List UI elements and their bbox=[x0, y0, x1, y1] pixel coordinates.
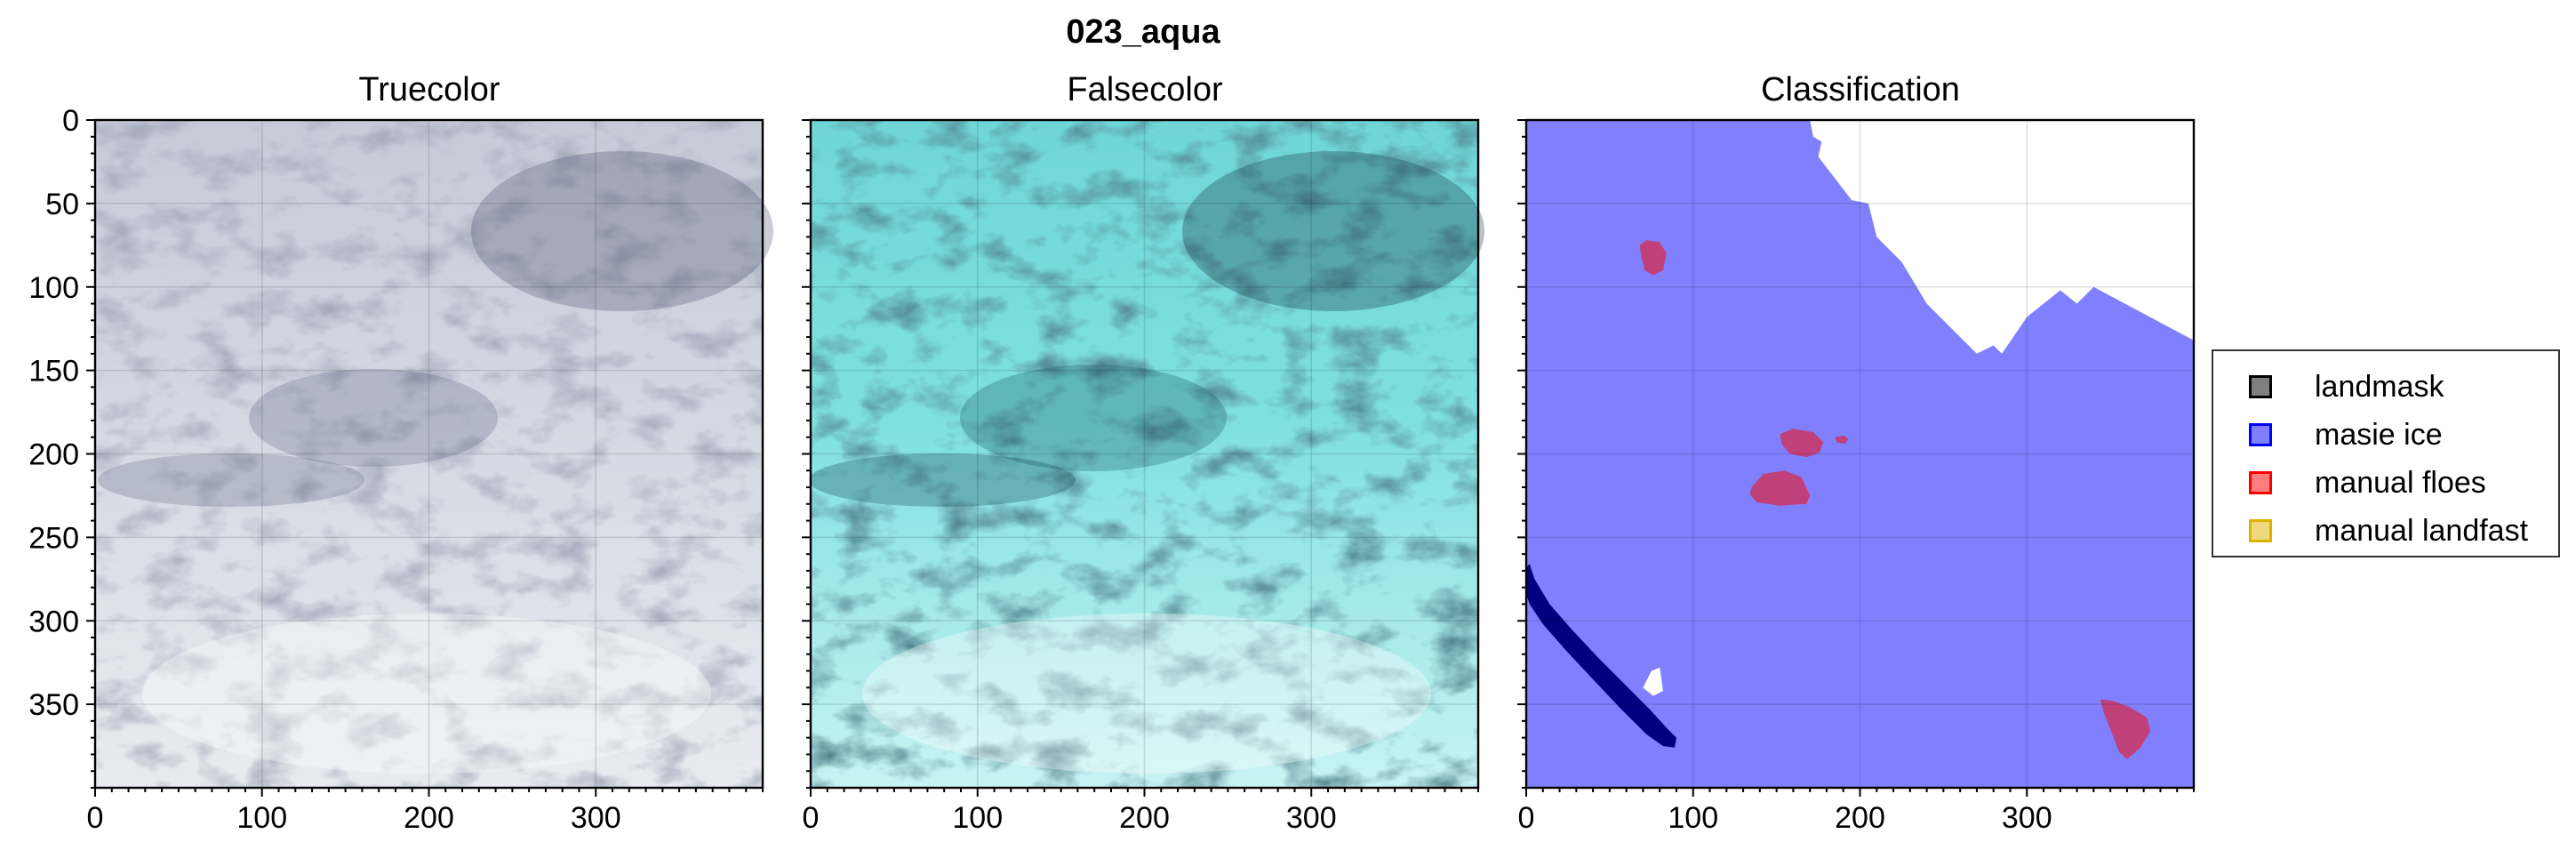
y-tick-label: 300 bbox=[28, 605, 79, 638]
y-tick-label: 0 bbox=[62, 104, 79, 138]
frame-classification bbox=[1524, 118, 2196, 790]
legend-swatch-manual-landfast bbox=[2249, 519, 2272, 542]
x-tick-label: 200 bbox=[1835, 801, 1885, 835]
region-manual-floe bbox=[1749, 470, 1811, 506]
y-tick-label: 250 bbox=[28, 521, 79, 555]
truecolor-image bbox=[95, 120, 773, 788]
y-tick-label: 100 bbox=[28, 271, 79, 305]
region-manual-floe bbox=[1639, 240, 1667, 276]
panel-title-classification: Classification bbox=[1761, 71, 1960, 108]
panel-falsecolor: Falsecolor 0 100 200 300 bbox=[802, 71, 1484, 835]
x-tick-label: 300 bbox=[571, 801, 621, 835]
y-tick-label: 50 bbox=[45, 188, 79, 221]
x-tick-label: 300 bbox=[2002, 801, 2052, 835]
grid-classification bbox=[1525, 119, 2194, 788]
legend-label-manual-landfast: manual landfast bbox=[2315, 513, 2529, 548]
legend-swatch-manual-floes bbox=[2249, 471, 2272, 494]
falsecolor-image bbox=[809, 120, 1484, 788]
panel-title-truecolor: Truecolor bbox=[358, 71, 500, 108]
x-tick-label: 100 bbox=[952, 801, 1003, 835]
x-tick-label: 200 bbox=[404, 801, 454, 835]
legend-item-manual-landfast: manual landfast bbox=[2249, 513, 2528, 549]
legend-label-manual-floes: manual floes bbox=[2315, 465, 2486, 500]
classification-regions bbox=[1526, 120, 2194, 788]
legend: landmask masie ice manual floes manual l… bbox=[2212, 349, 2560, 557]
x-tick-label: 0 bbox=[803, 801, 820, 835]
figure-suptitle: 023_aqua bbox=[1066, 13, 1220, 51]
x-tick-label: 0 bbox=[1518, 801, 1535, 835]
axis-truecolor: 0 100 200 300 0 50 100 150 200 250 300 350 bbox=[28, 104, 764, 835]
region-masie-ice bbox=[1526, 120, 2194, 788]
axis-classification: 0 100 200 300 bbox=[1517, 119, 2195, 835]
legend-label-masie-ice: masie ice bbox=[2315, 417, 2443, 452]
y-tick-label: 350 bbox=[28, 688, 79, 722]
axis-falsecolor: 0 100 200 300 bbox=[802, 119, 1479, 835]
x-tick-label: 100 bbox=[1668, 801, 1718, 835]
legend-swatch-masie-ice bbox=[2249, 423, 2272, 446]
panel-truecolor: Truecolor 0 100 200 300 0 50 100 150 200 250 300 35… bbox=[28, 71, 773, 835]
x-tick-label: 100 bbox=[236, 801, 287, 835]
x-tick-label: 200 bbox=[1119, 801, 1170, 835]
legend-item-landmask: landmask bbox=[2249, 369, 2444, 405]
region-manual-floe bbox=[1780, 429, 1824, 458]
x-tick-label: 300 bbox=[1286, 801, 1337, 835]
panel-title-falsecolor: Falsecolor bbox=[1067, 71, 1223, 108]
legend-swatch-landmask bbox=[2249, 375, 2272, 398]
legend-item-masie-ice: masie ice bbox=[2249, 417, 2443, 453]
legend-label-landmask: landmask bbox=[2315, 369, 2444, 404]
region-open-water bbox=[1643, 667, 1663, 696]
x-tick-label: 0 bbox=[87, 801, 104, 835]
region-landmask bbox=[1526, 564, 1676, 748]
frame-truecolor bbox=[93, 118, 764, 790]
y-tick-label: 200 bbox=[28, 438, 79, 472]
panel-classification: Classification 0 100 200 300 bbox=[1517, 71, 2196, 835]
legend-item-manual-floes: manual floes bbox=[2249, 465, 2486, 501]
y-tick-label: 150 bbox=[28, 355, 79, 389]
region-manual-floe bbox=[1835, 435, 1849, 445]
region-manual-floe bbox=[2100, 699, 2151, 760]
frame-falsecolor bbox=[809, 118, 1480, 790]
